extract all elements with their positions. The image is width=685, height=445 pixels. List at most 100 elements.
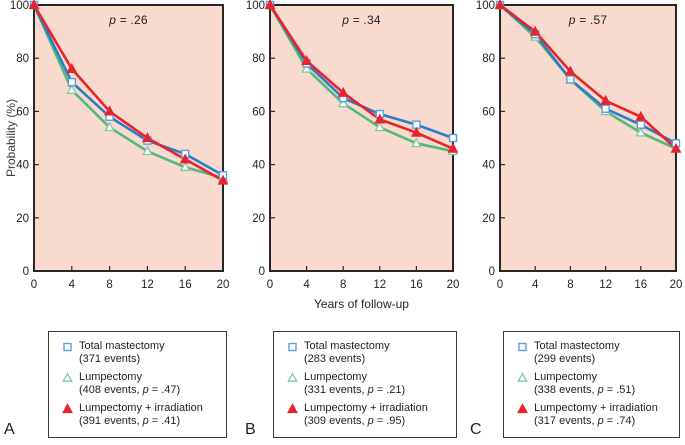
- total-mastectomy-marker-icon: [448, 133, 458, 143]
- legend-p-value: = .41): [148, 415, 181, 427]
- legend-item: Total mastectomy (283 events): [287, 340, 452, 366]
- open-square-icon: [63, 342, 72, 352]
- lumpectomy-irradiation-marker-icon: [301, 55, 313, 65]
- survival-chart-a: 0 20 40 60 80 100 0 4 8 12 16 20: [10, 0, 229, 291]
- legend-item: Total mastectomy (299 events): [517, 340, 675, 366]
- lumpectomy-marker-icon: [635, 126, 647, 137]
- y-tick-label: 100: [246, 0, 265, 12]
- x-tick-label: 4: [532, 279, 539, 291]
- y-axis-title: Probability (%): [4, 98, 18, 178]
- lumpectomy-irradiation-marker-icon: [337, 86, 349, 97]
- legend-p-symbol: p: [142, 384, 149, 396]
- plot-frame: [499, 4, 677, 272]
- lumpectomy-irradiation-marker-icon: [264, 0, 276, 10]
- legend-events-text: (299 events): [534, 353, 596, 365]
- lumpectomy-irradiation-marker-icon: [447, 142, 459, 153]
- p-symbol: p: [342, 13, 350, 27]
- p-symbol: p: [568, 13, 576, 27]
- y-tick-label: 60: [252, 106, 265, 118]
- lumpectomy-irradiation-marker-icon: [179, 153, 191, 164]
- lumpectomy-irradiation-marker-icon: [529, 25, 541, 36]
- x-tick-label: 8: [106, 279, 112, 291]
- open-triangle-icon: [62, 372, 73, 382]
- total-mastectomy-marker-icon: [566, 75, 575, 84]
- legend-events-text: (283 events): [304, 353, 366, 365]
- legend-item: Lumpectomy (331 events, p = .21): [287, 371, 452, 397]
- y-tick-label: 0: [489, 266, 495, 278]
- x-tick-label: 0: [267, 279, 273, 291]
- lumpectomy-irradiation-marker-icon: [517, 403, 528, 414]
- panel-b: 0 20 40 60 80 100 0 4 8 12 16 20 p = .34 Total mast…: [236, 0, 466, 445]
- y-tick-label: 40: [482, 160, 495, 172]
- open-square-icon: [518, 342, 527, 352]
- x-tick-label: 0: [497, 279, 503, 291]
- legend-label: Lumpectomy: [304, 371, 367, 383]
- legend-p-value: = .95): [373, 415, 406, 427]
- total-mastectomy-marker-icon: [636, 120, 646, 129]
- survival-chart-c: 0 20 40 60 80 100 0 4 8 12 16 20: [476, 0, 682, 291]
- lumpectomy-irradiation-marker-icon: [564, 65, 576, 76]
- x-axis-title: Years of follow-up: [314, 297, 409, 311]
- lumpectomy-irradiation-marker-icon: [66, 62, 78, 73]
- legend-label: Total mastectomy: [304, 340, 390, 352]
- total-mastectomy-marker-icon: [601, 104, 610, 113]
- legend-label: Total mastectomy: [534, 340, 620, 352]
- x-tick-label: 12: [141, 279, 154, 291]
- legend-label: Lumpectomy + irradiation: [304, 402, 428, 414]
- y-tick-label: 80: [482, 53, 495, 65]
- series-line-total-mastectomy: [498, 3, 678, 145]
- legend-label: Lumpectomy + irradiation: [534, 402, 658, 414]
- p-symbol: p: [109, 13, 117, 27]
- legend-a: Total mastectomy (371 events) Lumpectomy…: [48, 331, 227, 438]
- legend-p-symbol: p: [142, 415, 149, 427]
- legend-item: Lumpectomy (338 events, p = .51): [517, 371, 675, 397]
- lumpectomy-marker-icon: [179, 161, 191, 172]
- legend-label: Lumpectomy: [79, 371, 142, 383]
- legend-item: Total mastectomy (371 events): [62, 340, 222, 366]
- x-tick-label: 12: [373, 279, 386, 291]
- open-triangle-icon: [62, 371, 73, 397]
- filled-triangle-icon: [287, 403, 298, 414]
- y-tick-label: 20: [482, 213, 495, 225]
- y-tick-label: 100: [10, 0, 29, 12]
- p-value: = .57: [575, 13, 608, 27]
- panel-letter-c: C: [470, 421, 482, 438]
- lumpectomy-irradiation-marker-icon: [62, 403, 73, 414]
- legend-b: Total mastectomy (283 events) Lumpectomy…: [273, 331, 457, 438]
- survival-chart-b: 0 20 40 60 80 100 0 4 8 12 16 20: [246, 0, 460, 291]
- legend-item: Lumpectomy + irradiation (309 events, p …: [287, 402, 452, 428]
- lumpectomy-marker-icon: [411, 137, 422, 148]
- legend-events-text: (338 events,: [534, 384, 598, 396]
- open-triangle-icon: [287, 371, 298, 397]
- legend-p-symbol: p: [597, 415, 604, 427]
- total-mastectomy-marker-icon: [288, 342, 297, 352]
- filled-triangle-icon: [62, 403, 73, 414]
- lumpectomy-marker-icon: [287, 372, 298, 382]
- x-tick-label: 8: [567, 279, 573, 291]
- series-line-lumpectomy: [32, 3, 225, 180]
- legend-p-symbol: p: [367, 415, 374, 427]
- x-tick-label: 8: [340, 279, 346, 291]
- series-line-lumpectomy-irradiation: [498, 3, 678, 150]
- total-mastectomy-marker-icon: [67, 77, 77, 87]
- p-value: = .26: [116, 13, 148, 27]
- y-tick-label: 80: [252, 53, 265, 65]
- lumpectomy-marker-icon: [66, 84, 78, 94]
- legend-c: Total mastectomy (299 events) Lumpectomy…: [503, 331, 680, 438]
- filled-triangle-icon: [62, 402, 73, 428]
- legend-events-text: (331 events,: [304, 384, 368, 396]
- lumpectomy-marker-icon: [337, 97, 349, 108]
- lumpectomy-irradiation-marker-icon: [141, 132, 153, 143]
- plot-frame: [33, 4, 224, 272]
- p-value-annotation-c: p = .57: [500, 13, 676, 27]
- series-line-lumpectomy: [268, 3, 455, 153]
- legend-p-value: = .51): [603, 384, 636, 396]
- lumpectomy-marker-icon: [301, 63, 312, 73]
- legend-label: Lumpectomy + irradiation: [79, 402, 203, 414]
- lumpectomy-irradiation-marker-icon: [635, 110, 647, 121]
- lumpectomy-irradiation-marker-icon: [374, 113, 386, 124]
- x-tick-label: 20: [447, 279, 460, 291]
- y-tick-label: 20: [252, 213, 265, 225]
- lumpectomy-irradiation-marker-icon: [410, 126, 422, 137]
